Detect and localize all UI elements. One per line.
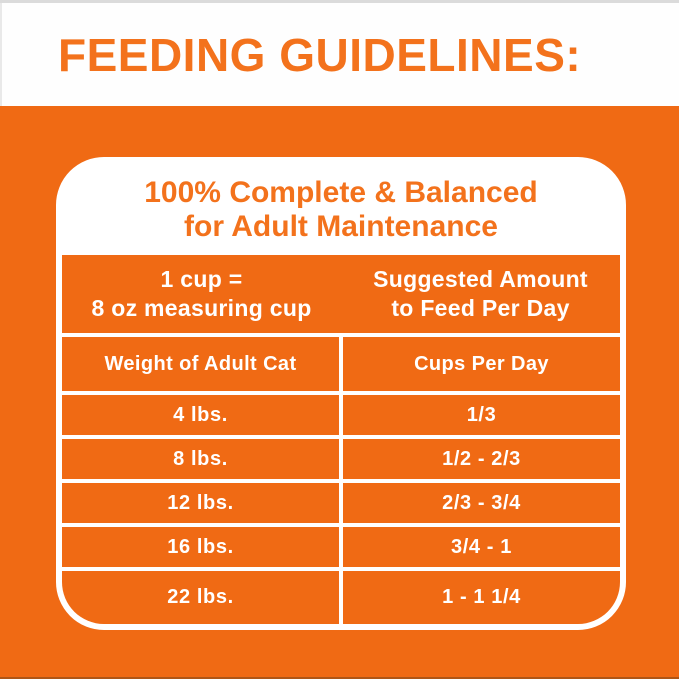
column-header-cups: Cups Per Day <box>343 337 620 391</box>
weight-cell: 12 lbs. <box>62 483 339 523</box>
column-header-weight: Weight of Adult Cat <box>62 337 339 391</box>
cups-cell: 1/2 - 2/3 <box>343 439 620 479</box>
guidelines-card: 100% Complete & Balanced for Adult Maint… <box>56 157 626 630</box>
page-title: FEEDING GUIDELINES: <box>58 29 582 81</box>
table-row: 4 lbs. 1/3 <box>62 395 620 435</box>
cups-cell: 2/3 - 3/4 <box>343 483 620 523</box>
measuring-info-row: 1 cup = 8 oz measuring cup Suggested Amo… <box>62 255 620 333</box>
cup-measure-note: 1 cup = 8 oz measuring cup <box>62 255 341 333</box>
weight-cell: 4 lbs. <box>62 395 339 435</box>
card-header: 100% Complete & Balanced for Adult Maint… <box>62 163 620 251</box>
weight-cell: 22 lbs. <box>62 571 339 624</box>
table-row: 12 lbs. 2/3 - 3/4 <box>62 483 620 523</box>
weight-cell: 16 lbs. <box>62 527 339 567</box>
table-row: 22 lbs. 1 - 1 1/4 <box>62 571 620 624</box>
table-header-row: Weight of Adult Cat Cups Per Day <box>62 337 620 391</box>
weight-cell: 8 lbs. <box>62 439 339 479</box>
cups-cell: 1 - 1 1/4 <box>343 571 620 624</box>
cups-cell: 3/4 - 1 <box>343 527 620 567</box>
card-header-line2: for Adult Maintenance <box>184 210 498 243</box>
suggested-line2: to Feed Per Day <box>391 295 570 321</box>
cup-measure-line1: 1 cup = <box>160 265 243 292</box>
table-row: 16 lbs. 3/4 - 1 <box>62 527 620 567</box>
suggested-amount-heading: Suggested Amount to Feed Per Day <box>341 255 620 333</box>
cups-cell: 1/3 <box>343 395 620 435</box>
table-row: 8 lbs. 1/2 - 2/3 <box>62 439 620 479</box>
card-header-line1: 100% Complete & Balanced <box>144 176 538 210</box>
header-band: FEEDING GUIDELINES: <box>0 0 679 106</box>
cup-measure-line2: 8 oz measuring cup <box>91 295 312 321</box>
orange-background: 100% Complete & Balanced for Adult Maint… <box>0 106 679 679</box>
suggested-line1: Suggested Amount <box>373 265 588 292</box>
